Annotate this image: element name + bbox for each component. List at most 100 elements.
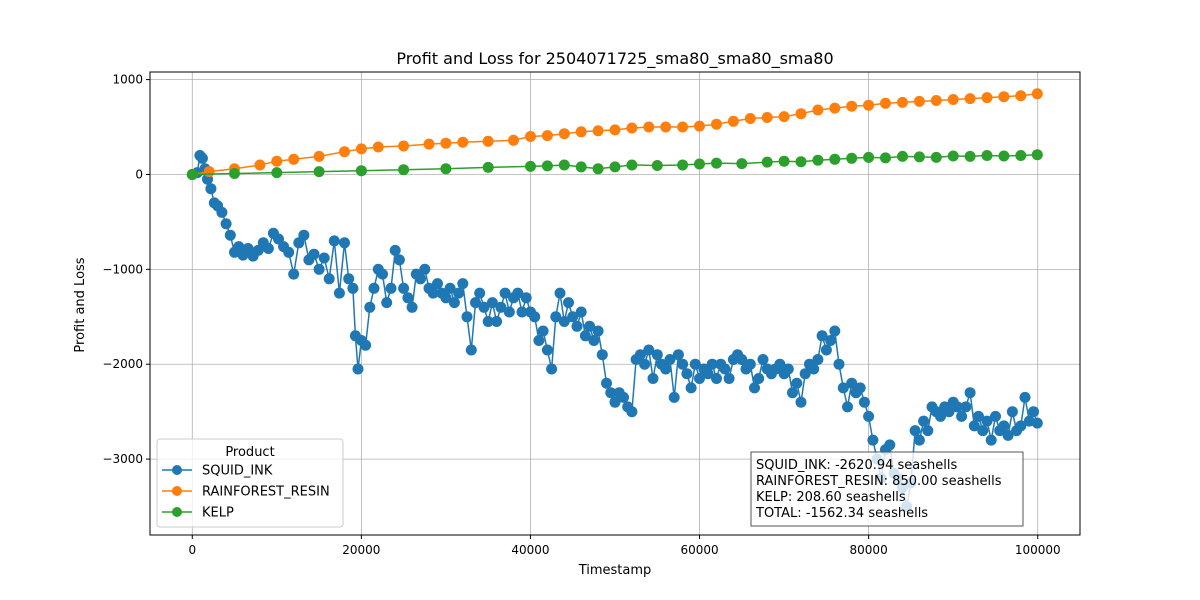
data-point-kelp	[558, 159, 570, 171]
data-point-squid-ink	[854, 382, 866, 394]
data-point-squid-ink	[639, 358, 651, 370]
data-point-squid-ink	[956, 410, 968, 422]
data-point-kelp	[897, 150, 908, 162]
data-point-rainforest-resin	[829, 102, 841, 114]
legend-label: SQUID_INK	[202, 464, 273, 479]
data-point-squid-ink	[333, 287, 345, 299]
data-point-squid-ink	[415, 273, 426, 285]
data-point-squid-ink	[364, 301, 376, 313]
data-point-kelp	[778, 155, 790, 167]
data-point-squid-ink	[846, 377, 858, 389]
data-point-squid-ink	[702, 368, 714, 380]
data-point-squid-ink	[791, 377, 803, 389]
data-point-squid-ink	[918, 415, 930, 427]
annotation-box	[750, 451, 1024, 527]
data-point-squid-ink	[812, 354, 824, 365]
series-layer	[186, 88, 1043, 512]
data-point-squid-ink	[406, 301, 418, 313]
data-point-rainforest-resin	[575, 126, 587, 138]
data-point-squid-ink	[313, 263, 325, 275]
data-point-squid-ink	[1002, 429, 1014, 441]
data-point-rainforest-resin	[1031, 88, 1043, 100]
data-point-rainforest-resin	[744, 113, 756, 124]
legend-label: RAINFOREST_RESIN	[202, 485, 330, 500]
data-point-squid-ink	[1006, 406, 1018, 418]
data-point-rainforest-resin	[541, 130, 553, 142]
data-point-rainforest-resin	[880, 97, 891, 109]
data-point-squid-ink	[601, 377, 612, 389]
data-point-kelp	[541, 160, 553, 172]
data-point-squid-ink	[368, 282, 380, 294]
data-point-squid-ink	[833, 358, 845, 370]
data-point-rainforest-resin	[626, 122, 638, 134]
data-point-squid-ink	[749, 382, 760, 394]
data-point-squid-ink	[520, 292, 532, 304]
data-point-squid-ink	[220, 218, 232, 230]
data-point-rainforest-resin	[660, 121, 672, 133]
series-kelp	[186, 149, 1043, 180]
data-point-squid-ink	[913, 434, 925, 446]
data-point-squid-ink	[584, 320, 596, 332]
data-point-squid-ink	[233, 241, 245, 253]
data-point-squid-ink	[393, 254, 405, 266]
data-point-squid-ink	[444, 282, 456, 294]
data-point-squid-ink	[298, 229, 310, 241]
data-point-squid-ink	[985, 434, 997, 446]
y-tick-label: −2000	[102, 357, 143, 371]
data-point-kelp	[761, 156, 773, 168]
data-point-squid-ink	[634, 349, 646, 361]
data-point-squid-ink	[283, 246, 295, 258]
data-point-kelp	[271, 167, 283, 179]
data-point-squid-ink	[563, 297, 574, 309]
data-point-squid-ink	[360, 339, 372, 351]
data-point-squid-ink	[503, 306, 515, 318]
data-point-squid-ink	[323, 273, 335, 285]
y-tick-label: 1000	[112, 73, 143, 87]
legend-entries: SQUID_INK RAINFOREST_RESIN KELP	[162, 464, 330, 521]
data-point-squid-ink	[677, 358, 689, 370]
data-point-squid-ink	[977, 425, 989, 437]
data-point-rainforest-resin	[558, 128, 570, 140]
data-point-squid-ink	[432, 278, 443, 290]
data-point-squid-ink	[1015, 420, 1027, 432]
data-point-squid-ink	[495, 301, 507, 313]
data-point-squid-ink	[990, 410, 1001, 422]
data-point-squid-ink	[694, 373, 705, 384]
data-point-kelp	[736, 158, 748, 170]
data-point-squid-ink	[343, 273, 355, 285]
data-point-squid-ink	[664, 354, 676, 365]
data-point-squid-ink	[774, 358, 786, 370]
data-point-squid-ink	[689, 358, 701, 370]
data-point-squid-ink	[757, 354, 769, 365]
legend-title: Product	[225, 445, 274, 460]
x-tick-label: 0	[188, 543, 196, 557]
data-point-rainforest-resin	[863, 99, 875, 111]
y-axis: −3000 −2000 −1000 0 1000	[102, 73, 150, 466]
data-point-squid-ink	[491, 316, 503, 327]
data-point-squid-ink	[795, 396, 807, 408]
data-point-squid-ink	[474, 287, 486, 299]
data-point-squid-ink	[470, 297, 481, 309]
data-point-rainforest-resin	[812, 104, 824, 116]
annotation-line-total: TOTAL: -1562.34 seashells	[755, 506, 928, 521]
data-point-squid-ink	[537, 325, 549, 337]
data-point-squid-ink	[196, 152, 208, 164]
data-point-rainforest-resin	[711, 118, 722, 130]
data-point-squid-ink	[858, 396, 870, 408]
data-point-squid-ink	[381, 297, 393, 309]
x-tick-label: 80000	[850, 543, 888, 557]
data-point-squid-ink	[499, 287, 511, 299]
annotation-line-squid-ink: SQUID_INK: -2620.94 seashells	[756, 458, 957, 473]
plot-frame	[149, 71, 1081, 536]
data-point-squid-ink	[262, 243, 274, 254]
data-point-squid-ink	[808, 363, 820, 375]
data-point-squid-ink	[867, 434, 879, 446]
data-point-squid-ink	[799, 368, 811, 380]
data-point-rainforest-resin	[508, 134, 519, 146]
x-tick-label: 20000	[342, 543, 380, 557]
data-point-kelp	[1031, 149, 1043, 161]
data-point-squid-ink	[1031, 417, 1043, 429]
data-point-squid-ink	[216, 206, 228, 218]
data-point-kelp	[677, 159, 689, 171]
data-point-rainforest-resin	[609, 124, 621, 136]
